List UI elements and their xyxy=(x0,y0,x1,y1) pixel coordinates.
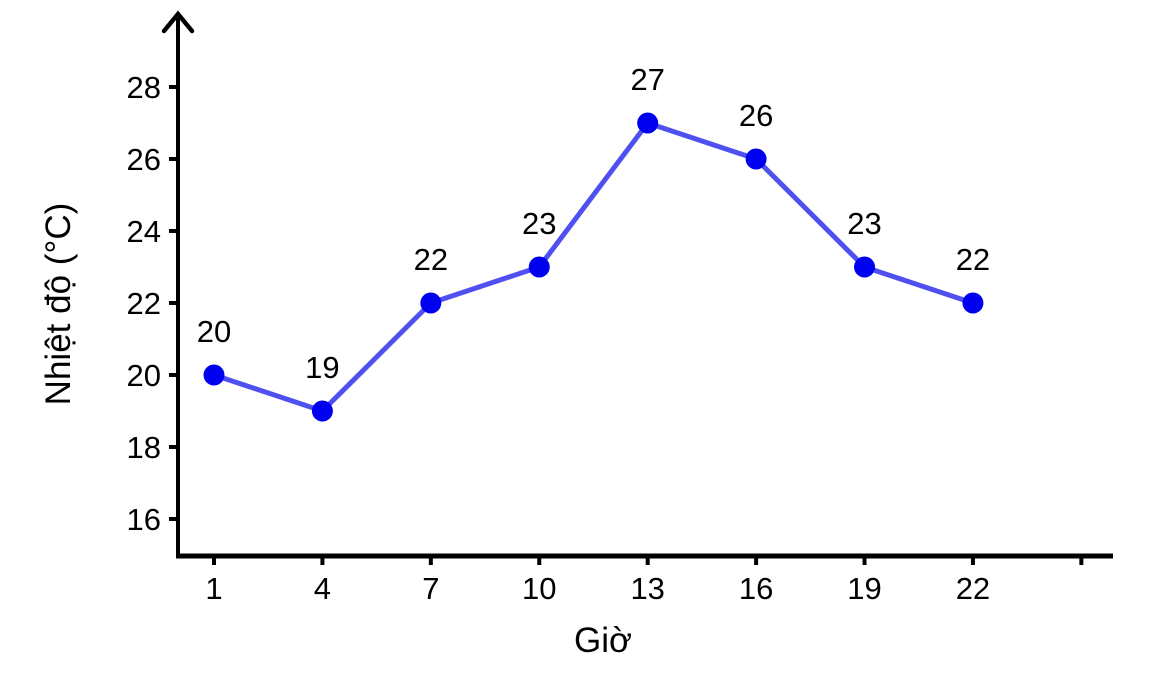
data-point-label: 27 xyxy=(630,62,664,97)
x-tick-label: 7 xyxy=(422,571,439,606)
y-tick-label: 22 xyxy=(127,286,161,321)
y-tick-label: 24 xyxy=(127,214,161,249)
x-tick-label: 16 xyxy=(739,571,773,606)
data-point xyxy=(311,400,333,422)
data-point xyxy=(203,364,225,386)
y-tick-label: 16 xyxy=(127,502,161,537)
y-tick-label: 18 xyxy=(127,430,161,465)
y-axis-label: Nhiệt độ (°C) xyxy=(39,203,78,406)
x-tick-label: 22 xyxy=(956,571,990,606)
y-tick-label: 26 xyxy=(127,142,161,177)
data-point-label: 23 xyxy=(847,206,881,241)
data-point xyxy=(528,256,550,278)
x-tick-label: 19 xyxy=(847,571,881,606)
data-point xyxy=(962,292,984,314)
y-tick-label: 20 xyxy=(127,358,161,393)
y-axis-arrowhead xyxy=(161,10,195,34)
data-point-label: 22 xyxy=(956,242,990,277)
data-point-label: 20 xyxy=(197,314,231,349)
x-axis-label: Giờ xyxy=(574,621,632,660)
x-tick-label: 10 xyxy=(522,571,556,606)
data-point-label: 26 xyxy=(739,98,773,133)
x-tick-label: 1 xyxy=(205,571,222,606)
x-tick-label: 4 xyxy=(314,571,331,606)
data-point xyxy=(854,256,876,278)
data-point xyxy=(420,292,442,314)
data-point-label: 23 xyxy=(522,206,556,241)
data-point-label: 22 xyxy=(414,242,448,277)
x-tick-label: 13 xyxy=(630,571,664,606)
data-point-label: 19 xyxy=(305,350,339,385)
series-line xyxy=(211,120,976,414)
data-point xyxy=(745,148,767,170)
data-point xyxy=(637,112,659,134)
y-tick-label: 28 xyxy=(127,70,161,105)
